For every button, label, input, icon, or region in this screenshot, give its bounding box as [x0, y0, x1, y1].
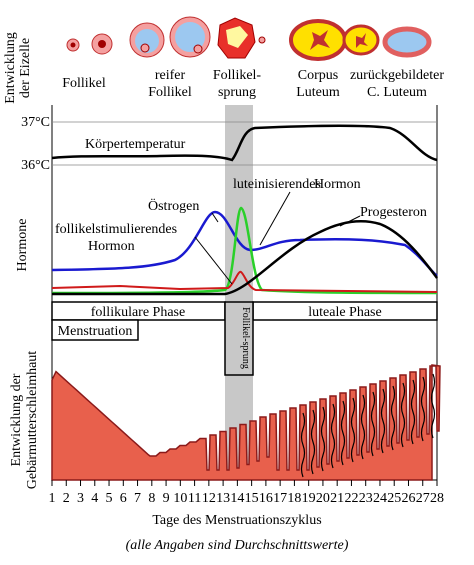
- fsh-curve: [51, 270, 438, 293]
- day-label: 8: [148, 491, 155, 506]
- day-label: 27: [416, 491, 430, 506]
- ovum-axis-label: Entwicklung: [3, 32, 18, 104]
- stage-label: zurückgebildeter: [350, 68, 444, 83]
- stage-label: sprung: [218, 85, 256, 100]
- day-label: 25: [387, 491, 401, 506]
- stage-label: Follikel: [148, 85, 192, 100]
- day-label: 24: [373, 491, 387, 506]
- hormones-axis-label: Hormone: [15, 219, 30, 272]
- lh-label: luteinisierendes: [233, 177, 321, 192]
- progesterone-pointer: [339, 215, 361, 227]
- stage-label: reifer: [155, 68, 186, 83]
- estrogen-label: Östrogen: [148, 197, 199, 214]
- day-label: 5: [106, 491, 113, 506]
- temperature-curve: [51, 124, 438, 162]
- estrogen-pointer: [211, 212, 219, 223]
- day-label: 10: [173, 491, 187, 506]
- stage-label: Follikel-: [213, 68, 262, 83]
- x-axis-label: Tage des Menstruationszyklus: [152, 513, 321, 528]
- day-label: 23: [359, 491, 373, 506]
- day-label: 22: [344, 491, 358, 506]
- endometrium-axis-label: Entwicklung der: [9, 373, 24, 466]
- lh-label: Hormon: [314, 177, 361, 192]
- stage-label: Corpus: [298, 68, 338, 83]
- glands: [300, 373, 436, 478]
- temperature-label: Körpertemperatur: [85, 137, 186, 152]
- menstruation-label: Menstruation: [58, 324, 133, 339]
- endometrium: [51, 364, 441, 481]
- stage-label: Follikel: [62, 76, 106, 91]
- menstruation-box: [51, 319, 139, 341]
- day-label: 9: [163, 491, 170, 506]
- day-label: 7: [134, 491, 141, 506]
- day-label: 15: [245, 491, 259, 506]
- day-label: 1: [49, 491, 56, 506]
- note: (alle Angaben sind Durchschnittswerte): [126, 538, 349, 553]
- progesterone-label: Progesteron: [360, 205, 427, 220]
- day-label: 19: [302, 491, 316, 506]
- day-label: 13: [216, 491, 230, 506]
- endometrium-axis-label: Gebärmutterschleimhaut: [25, 351, 40, 490]
- fsh-label: Hormon: [88, 239, 135, 254]
- luteal-label: luteale Phase: [308, 305, 381, 320]
- day-label: 20: [316, 491, 330, 506]
- day-label: 3: [77, 491, 84, 506]
- stage-label: Luteum: [296, 85, 340, 100]
- ovum-icons: [66, 16, 432, 61]
- fsh-pointer: [194, 236, 233, 285]
- lh-curve: [51, 206, 438, 295]
- progesterone-curve: [52, 220, 439, 296]
- temp-tick: 37°C: [21, 115, 50, 130]
- day-label: 26: [401, 491, 415, 506]
- day-label: 4: [91, 491, 98, 506]
- day-label: 11: [188, 491, 201, 506]
- follicular-label: follikulare Phase: [91, 305, 185, 320]
- ovum-axis-label: der Eizelle: [18, 38, 33, 98]
- estrogen-curve: [51, 210, 438, 277]
- day-label: 17: [273, 491, 287, 506]
- ovulation-box: [224, 301, 254, 376]
- day-label: 12: [202, 491, 216, 506]
- day-label: 2: [63, 491, 70, 506]
- ovulation-label: Follikel-sprung: [240, 307, 251, 369]
- day-label: 6: [120, 491, 127, 506]
- fsh-label: follikelstimulierendes: [55, 222, 177, 237]
- day-label: 18: [287, 491, 301, 506]
- day-label: 21: [330, 491, 344, 506]
- stage-label: C. Luteum: [367, 85, 427, 100]
- day-label: 16: [259, 491, 273, 506]
- day-label: 28: [430, 491, 444, 506]
- day-label: 14: [230, 491, 244, 506]
- lh-pointer: [259, 191, 291, 246]
- temp-tick: 36°C: [21, 158, 50, 173]
